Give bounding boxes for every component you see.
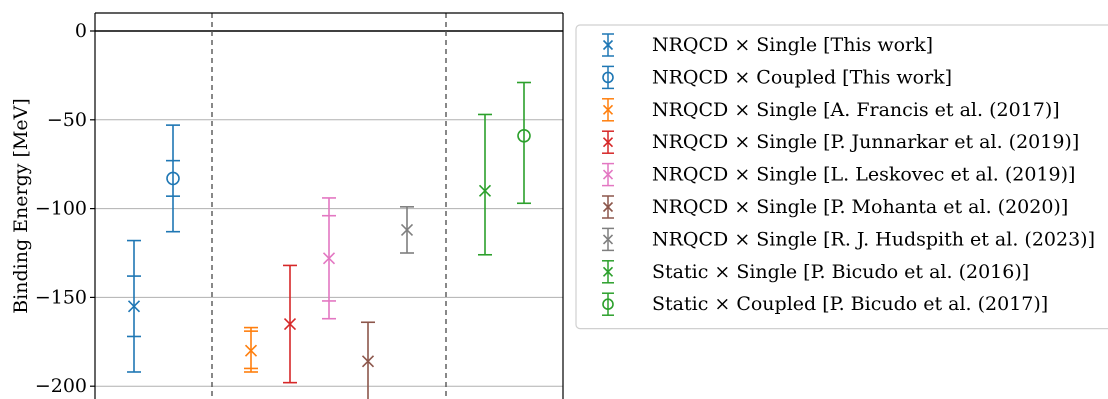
legend-label: NRQCD × Single [This work] [652,34,933,56]
legend-item: NRQCD × Single [This work] [602,33,933,57]
y-tick-label: −200 [35,375,87,397]
marker-x [244,344,258,357]
marker-circle [517,128,531,143]
legend-label: NRQCD × Single [R. J. Hudspith et al. (2… [652,228,1095,250]
legend: NRQCD × Single [This work] NRQCD × Couple… [575,24,1108,330]
y-tick-label: −150 [35,286,87,308]
plot-area: 0 −50 −100 −150 −200 [35,12,564,399]
legend-marker-circle [602,298,614,311]
marker-x [283,317,297,331]
marker-x [322,252,336,265]
legend-marker-x [602,234,614,245]
data-point [127,239,141,373]
legend-item: NRQCD × Single [P. Mohanta et al. (2020)… [602,195,1068,219]
legend-marker-x [602,201,614,213]
legend-label: NRQCD × Single [P. Junnarkar et al. (201… [652,131,1079,153]
data-point [517,81,531,205]
legend-label: NRQCD × Single [P. Mohanta et al. (2020)… [652,196,1068,218]
legend-label: NRQCD × Coupled [This work] [652,66,952,88]
data-point [361,321,375,399]
legend-item: NRQCD × Coupled [This work] [602,65,952,90]
legend-label: NRQCD × Single [L. Leskovec et al. (2019… [652,164,1075,186]
legend-marker-x [602,137,614,148]
marker-x [400,223,414,236]
legend-box [575,24,1108,330]
marker-x [127,300,141,313]
data-point [244,326,258,373]
legend-marker-x [602,104,614,115]
data-point [283,264,297,384]
y-tick-label: −100 [35,198,87,220]
legend-item: NRQCD × Single [A. Francis et al. (2017)… [602,98,1060,122]
y-tick-label: −50 [47,109,87,131]
data-point [478,113,492,256]
data-point [400,206,414,254]
legend-marker-circle [602,71,614,84]
legend-item: Static × Single [P. Bicudo et al. (2016)… [602,260,1029,284]
data-point [166,124,180,233]
legend-marker-x [602,39,614,51]
legend-label: Static × Coupled [P. Bicudo et al. (2017… [652,293,1048,315]
legend-item: NRQCD × Single [L. Leskovec et al. (2019… [602,162,1075,187]
marker-x [478,184,492,197]
marker-circle [166,171,180,186]
legend-marker-x [602,169,614,180]
data-point [322,197,336,320]
legend-item: Static × Coupled [P. Bicudo et al. (2017… [602,292,1048,316]
y-tick-label: 0 [75,20,87,42]
legend-item: NRQCD × Single [P. Junnarkar et al. (201… [602,130,1079,154]
legend-marker-x [602,266,614,277]
marker-x [361,355,375,368]
data-layer [127,81,531,399]
legend-label: Static × Single [P. Bicudo et al. (2016)… [652,261,1029,283]
legend-label: NRQCD × Single [A. Francis et al. (2017)… [652,99,1060,121]
y-axis-label: Binding Energy [MeV] [10,98,32,314]
legend-item: NRQCD × Single [R. J. Hudspith et al. (2… [602,227,1095,252]
